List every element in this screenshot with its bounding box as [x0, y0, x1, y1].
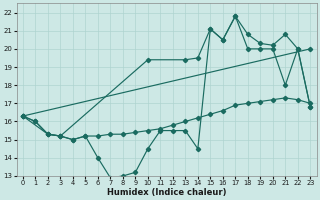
X-axis label: Humidex (Indice chaleur): Humidex (Indice chaleur): [107, 188, 226, 197]
